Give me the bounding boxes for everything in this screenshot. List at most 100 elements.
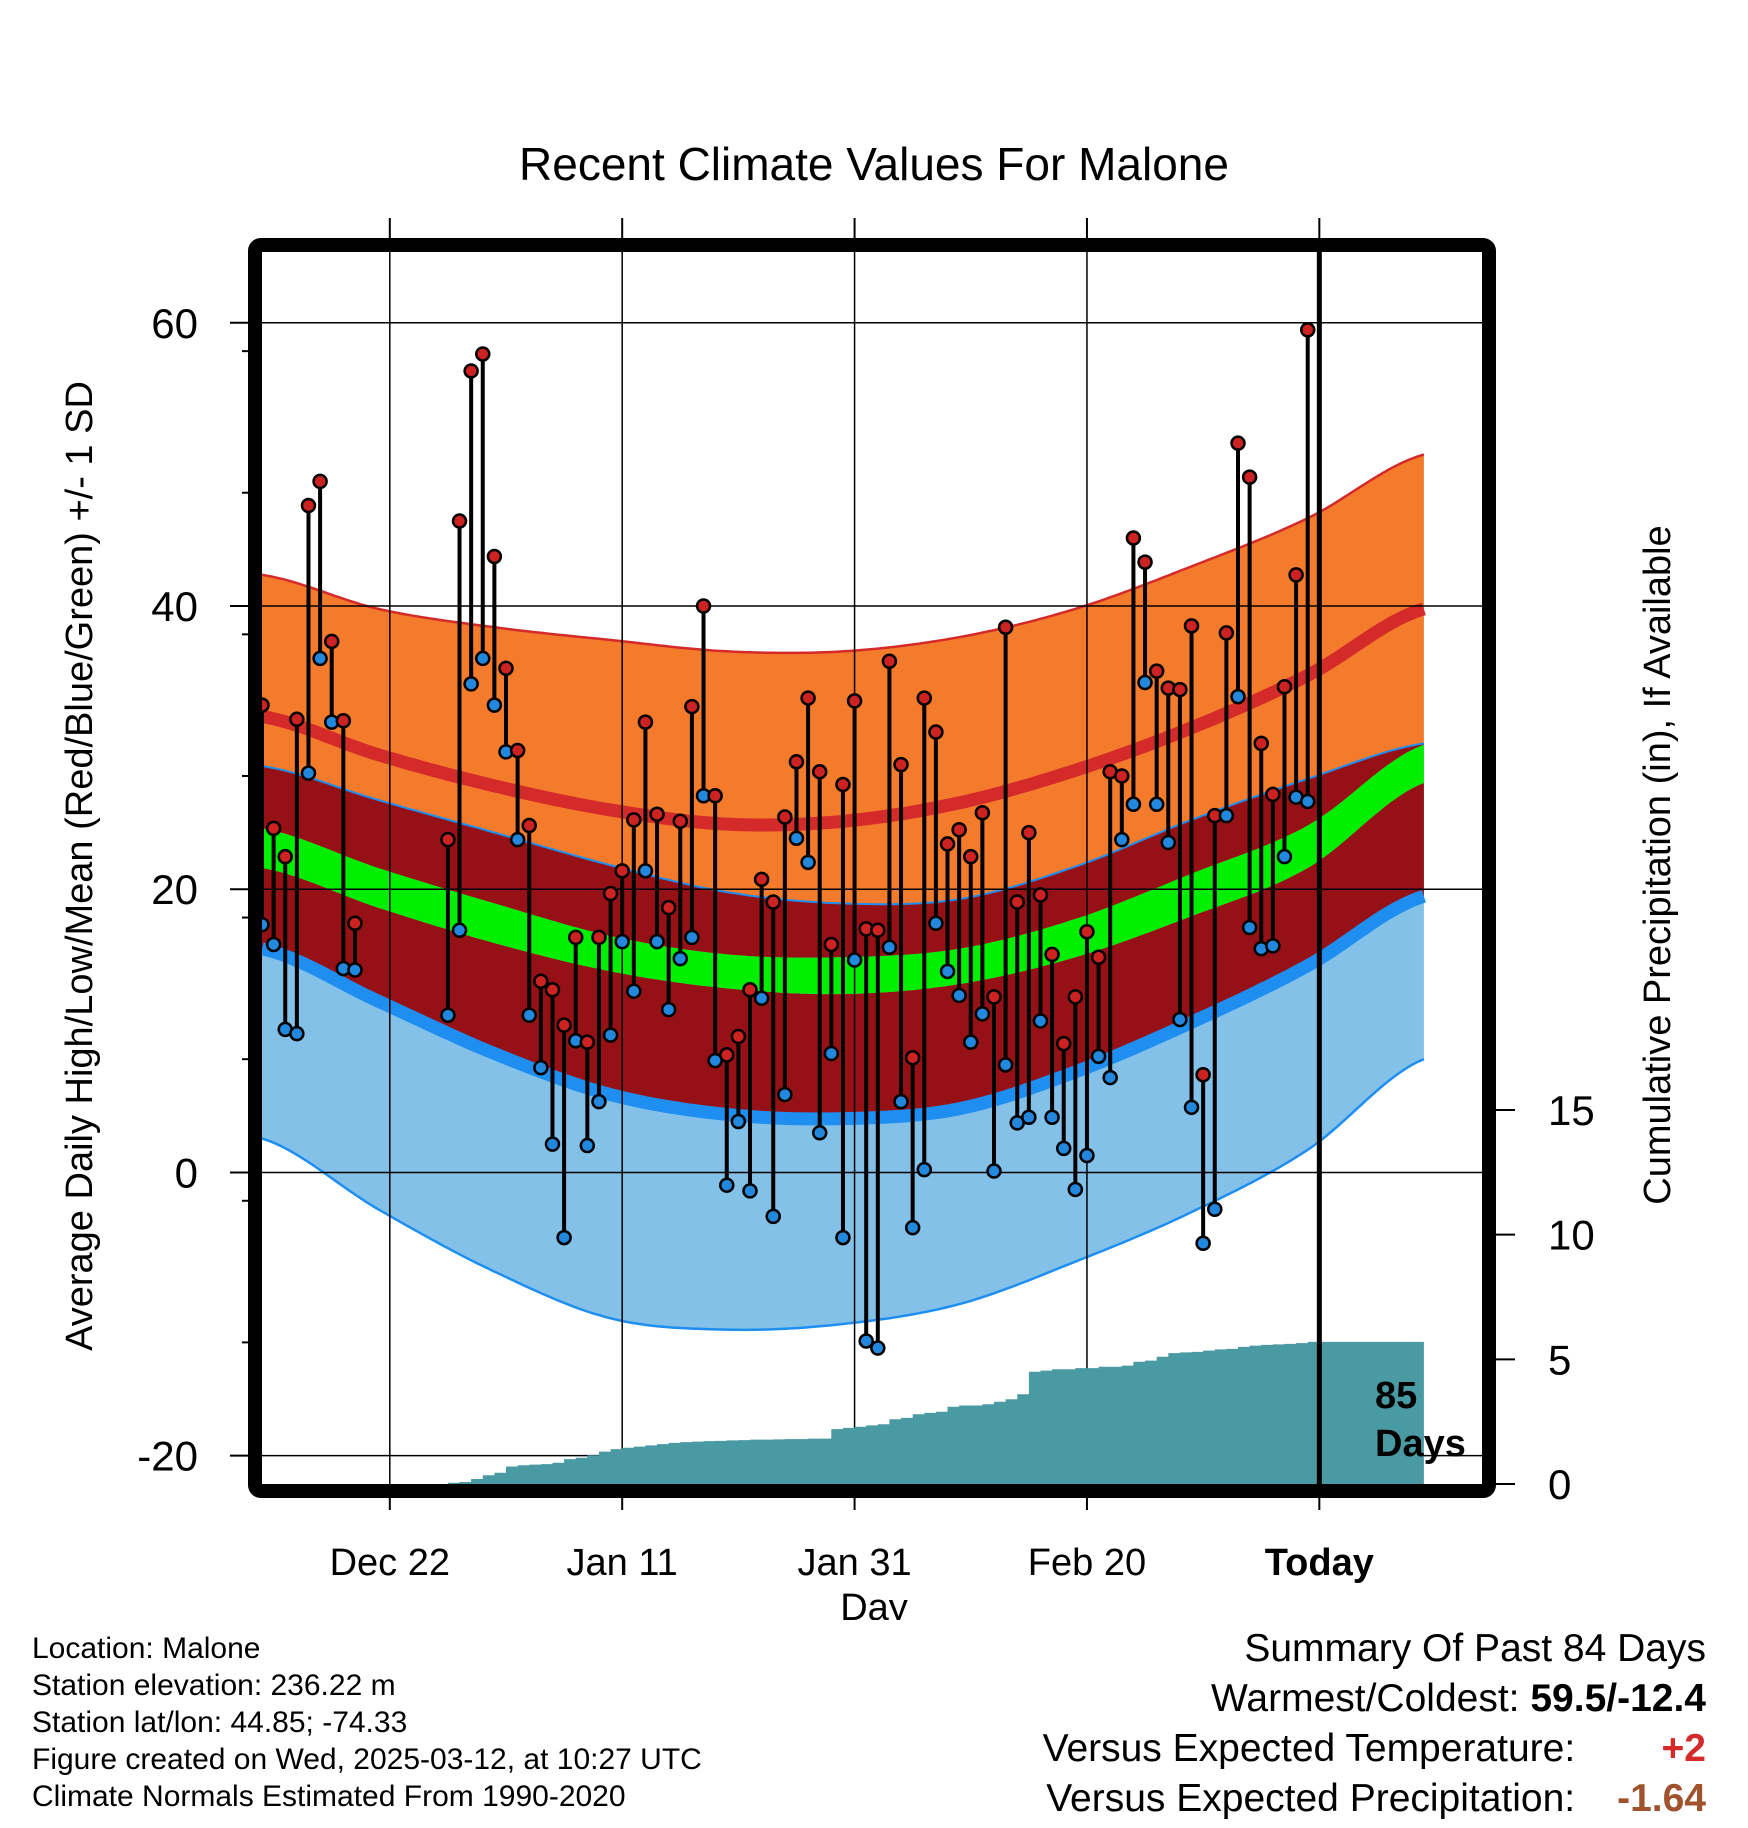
chart-title: Recent Climate Values For Malone: [519, 138, 1229, 190]
high-point: [846, 693, 863, 709]
low-normal-band-lower: [262, 896, 1424, 1330]
low-point: [997, 1057, 1014, 1073]
station-location: Location: Malone: [32, 1632, 261, 1665]
low-point: [1148, 796, 1165, 813]
high-point: [928, 724, 944, 740]
high-point: [1021, 824, 1037, 841]
summary-warmest-row: Warmest/Coldest: 59.5/-12.4: [1043, 1674, 1706, 1724]
high-point: [1218, 625, 1235, 641]
high-point: [974, 805, 991, 821]
low-point: [1172, 1011, 1188, 1028]
low-point: [742, 1183, 758, 1199]
summary-temp-row: Versus Expected Temperature: +2: [1043, 1724, 1706, 1774]
low-point: [1183, 1099, 1200, 1116]
low-point: [1032, 1013, 1049, 1029]
low-lower-line: [262, 1058, 1425, 1332]
y-tick-label: 60: [151, 300, 198, 347]
x-tick-label: Dec 22: [330, 1542, 450, 1584]
low-point: [475, 650, 491, 667]
low-point: [1090, 1048, 1107, 1065]
high-point: [881, 653, 898, 670]
station-latlon: Station lat/lon: 44.85; -74.33: [32, 1706, 408, 1739]
y-axis-label: Average Daily High/Low/Mean (Red/Blue/Gr…: [59, 381, 101, 1351]
high-point: [509, 742, 526, 759]
high-point: [567, 929, 584, 946]
low-point: [951, 987, 967, 1004]
high-point: [777, 809, 793, 825]
high-point: [498, 660, 514, 677]
precipitation-area: [262, 1341, 1424, 1484]
low-point: [521, 1007, 537, 1024]
high-point: [800, 690, 816, 706]
high-point: [753, 871, 770, 888]
x-tick-label: Feb 20: [1028, 1542, 1146, 1584]
x-tick-label: Today: [1265, 1542, 1374, 1584]
high-point: [591, 929, 607, 946]
high-point: [893, 756, 909, 773]
high-point: [475, 346, 491, 362]
plot-frame: [248, 238, 1496, 1498]
low-point: [916, 1161, 933, 1178]
low-point: [649, 933, 665, 950]
y-tick-label: 0: [175, 1149, 198, 1196]
low-point: [1055, 1140, 1072, 1157]
high-point: [742, 982, 758, 998]
low-point: [440, 1007, 456, 1024]
high-point: [835, 776, 851, 793]
summary-panel: Summary Of Past 84 Days Warmest/Coldest:…: [1043, 1624, 1706, 1824]
axis-ticks: -20 0 20 40 60 Dec 22 Jan 11 Jan 31 Feb 20 Today 0…: [137, 218, 1595, 1584]
precip-value: -1.64: [1617, 1777, 1706, 1820]
high-point: [265, 820, 282, 837]
low-point: [637, 863, 654, 879]
low-point: [602, 1027, 619, 1043]
y2-axis-label: Cumulative Precipitation (in), If Availa…: [1637, 525, 1679, 1204]
high-point: [626, 812, 642, 828]
low-point: [579, 1137, 596, 1154]
high-point: [1125, 530, 1142, 546]
high-point: [660, 899, 677, 916]
low-point: [544, 1136, 561, 1152]
high-point: [1079, 923, 1095, 940]
high-point: [277, 848, 293, 865]
high-point: [1265, 786, 1281, 803]
low-point: [347, 962, 363, 978]
low-point: [1276, 848, 1293, 865]
high-point: [1067, 989, 1084, 1005]
mean-normal-band: [262, 744, 1424, 995]
y2-tick-label: 10: [1548, 1212, 1595, 1259]
x-tick-label: Jan 11: [567, 1542, 678, 1584]
low-point: [684, 929, 700, 946]
temp-label: Versus Expected Temperature:: [1042, 1727, 1576, 1770]
plot-area: [262, 252, 1482, 1484]
high-point: [904, 1050, 921, 1066]
high-point: [463, 363, 479, 379]
precipitation-fill: [262, 1341, 1424, 1484]
low-point: [1114, 831, 1130, 848]
high-point: [963, 848, 979, 865]
low-point: [1160, 834, 1177, 851]
high-point: [521, 817, 537, 834]
high-point: [335, 712, 352, 729]
high-point: [300, 497, 317, 514]
low-point: [262, 916, 270, 933]
low-point: [963, 1034, 979, 1050]
low-point: [614, 933, 630, 950]
high-point: [1172, 681, 1188, 698]
high-point: [1055, 1035, 1072, 1052]
low-point: [753, 990, 770, 1007]
high-point: [1253, 735, 1269, 752]
high-point: [951, 822, 967, 838]
high-point: [579, 1034, 596, 1050]
low-point: [823, 1045, 840, 1062]
today-days-label: Days: [1375, 1423, 1466, 1465]
normals-period: Climate Normals Estimated From 1990-2020: [32, 1780, 626, 1813]
station-info: Location: Malone Station elevation: 236.…: [32, 1630, 702, 1815]
low-point: [660, 1001, 677, 1018]
low-point: [1125, 796, 1142, 813]
high-point: [707, 788, 723, 804]
low-point: [1207, 1201, 1223, 1218]
high-point: [544, 982, 561, 998]
low-point: [451, 922, 468, 939]
mean-upper-band: [262, 743, 1424, 958]
high-upper-line: [262, 453, 1425, 655]
